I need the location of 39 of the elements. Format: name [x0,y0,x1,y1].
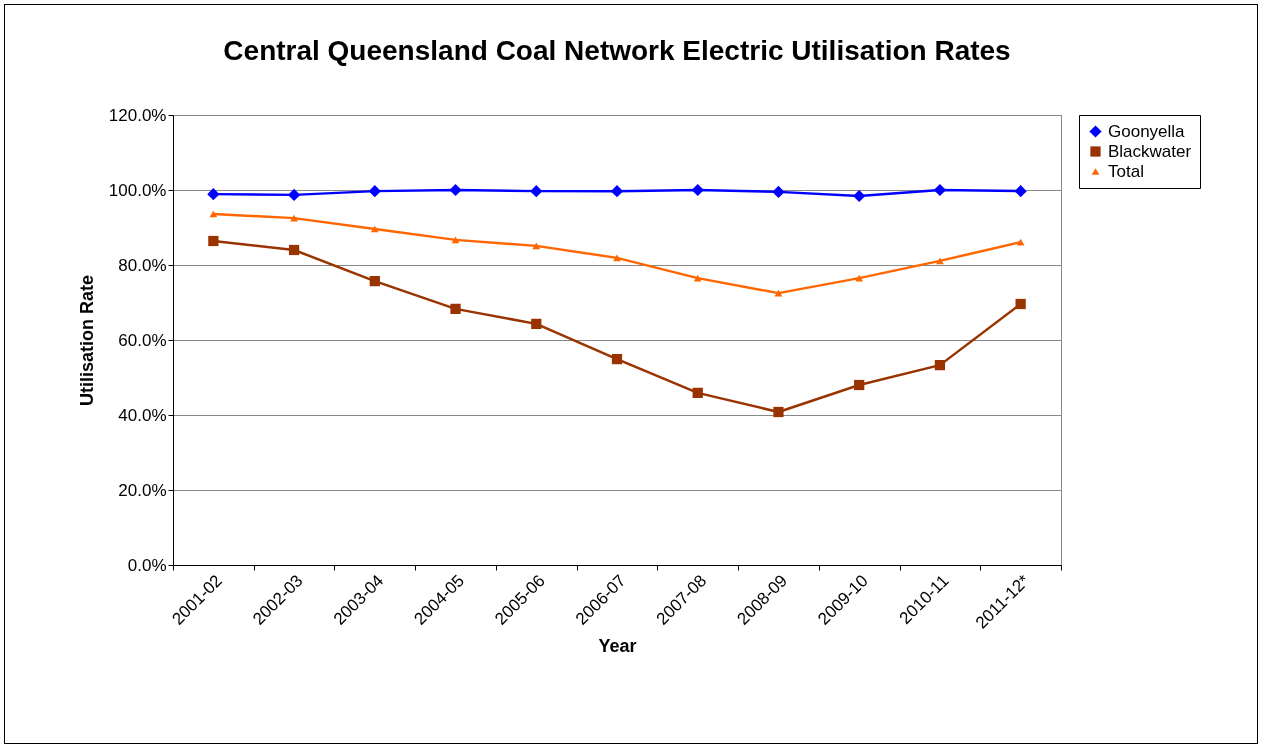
legend-label: Total [1108,161,1144,181]
point [611,354,623,365]
point [532,242,541,250]
point [449,183,462,197]
y-axis-title: Utilisation Rate [76,274,97,407]
point [451,236,460,244]
point [368,185,381,198]
point [1015,298,1026,310]
y-tick-label: 40.0% [118,405,167,425]
point [1014,185,1027,198]
point [450,303,461,314]
point [369,276,380,287]
point [691,183,704,197]
point [208,235,219,247]
point [854,379,865,391]
point [531,318,542,329]
point [288,244,300,256]
legend-label: Goonyella [1108,121,1186,141]
point [613,254,621,262]
point [207,188,220,201]
legend-label: Blackwater [1108,141,1192,161]
point [692,387,703,398]
y-tick-label: 0.0% [127,555,167,575]
point [773,406,784,418]
point [936,257,944,265]
point [934,360,946,371]
chart-title: Central Queensland Coal Network Electric Utilisation Rates [223,35,1011,66]
y-tick-label: 60.0% [118,330,167,350]
point [287,188,301,201]
point [853,189,866,203]
y-tick-label: 20.0% [118,480,167,500]
y-tick-label: 100.0% [108,180,167,200]
point [933,183,947,197]
point [530,185,543,198]
y-tick-label: 80.0% [118,255,167,275]
y-tick-label: 120.0% [108,105,167,125]
x-axis-title: Year [598,635,637,656]
point [610,185,624,198]
point [772,185,785,198]
